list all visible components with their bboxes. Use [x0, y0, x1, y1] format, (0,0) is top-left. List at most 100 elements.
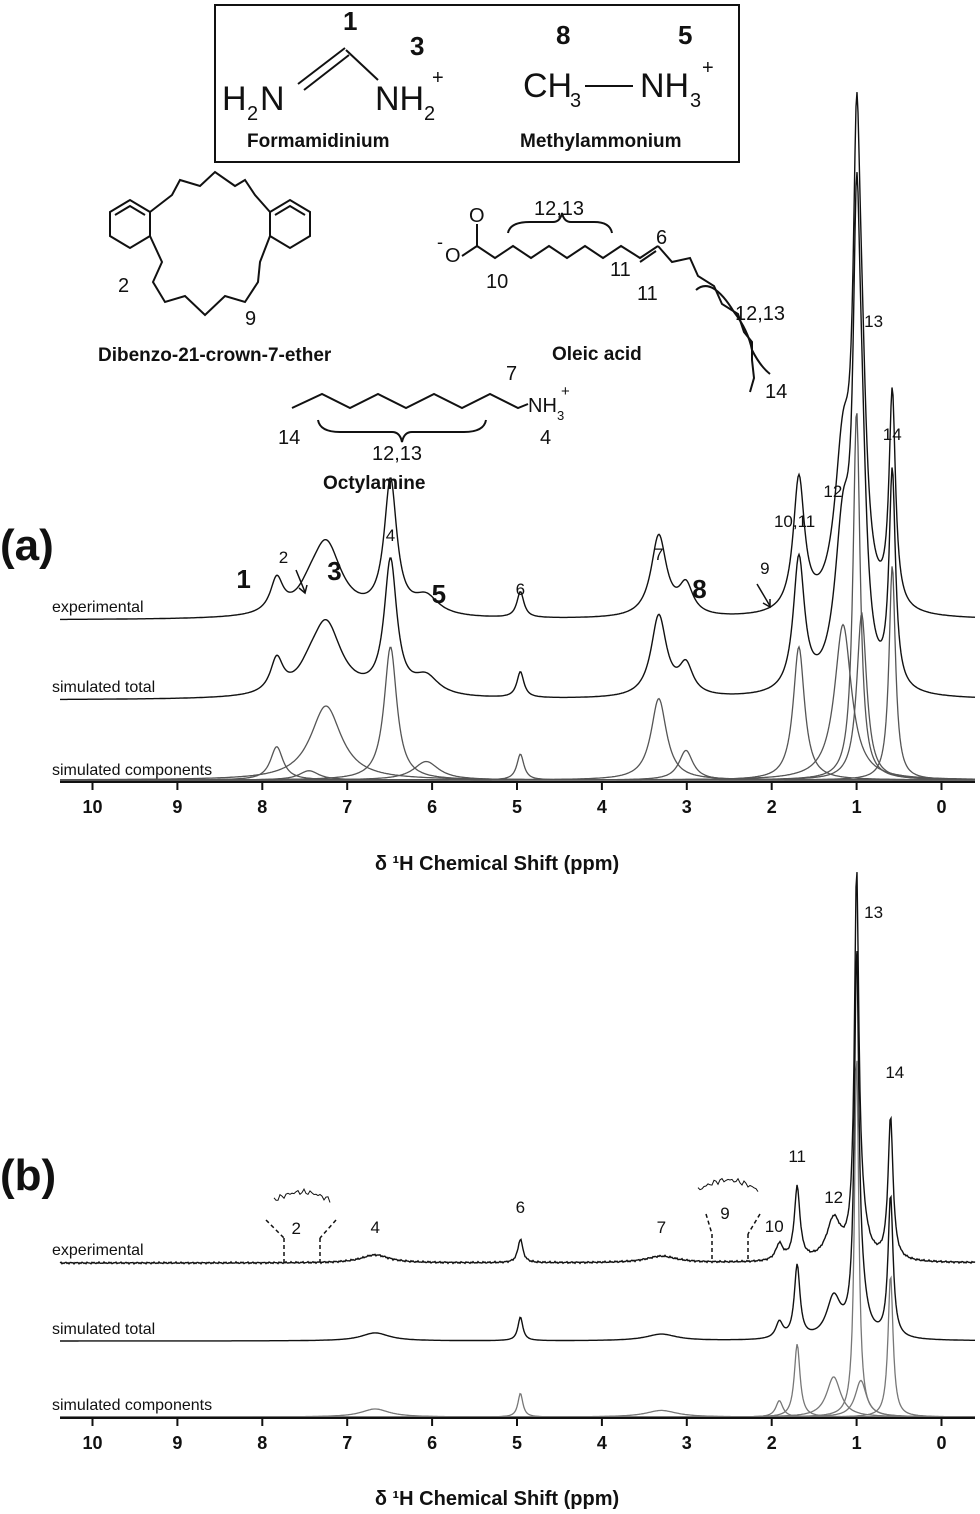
- panel-b-simulated-total-trace: [60, 950, 975, 1342]
- panel-a-arrowhead-2: [298, 584, 308, 595]
- panel-a-peak-label-1: 1: [236, 564, 250, 594]
- panel-b-tick-label-2: 2: [767, 1433, 777, 1453]
- crown-left-ring-inner: [114, 204, 146, 216]
- panel-a: (a) experimental simulated total simulat…: [0, 92, 976, 875]
- octylamine-label-12-13: 12,13: [372, 443, 422, 465]
- panel-b-peak-label-7: 7: [657, 1218, 666, 1237]
- panel-a-arrow-9: [756, 583, 771, 607]
- octylamine-nh3: NH: [528, 395, 557, 417]
- panel-b: (b) experimental simulated total simulat…: [0, 872, 976, 1510]
- panel-a-tick-label-5: 5: [512, 797, 522, 817]
- oleic-chain-tail: [657, 245, 756, 393]
- panel-b-label-simulated-total: simulated total: [52, 1321, 155, 1338]
- panel-a-tick-label-6: 6: [427, 797, 437, 817]
- octylamine-brace: [317, 419, 487, 443]
- panel-a-arrowhead-9: [762, 599, 771, 609]
- panel-b-component-7: [60, 1060, 975, 1418]
- crown-label-2: 2: [118, 275, 129, 297]
- panel-a-traces: [60, 92, 976, 781]
- octylamine-nh3-charge: +: [561, 383, 570, 400]
- panel-b-inset-2-noise: [273, 1188, 331, 1203]
- panel-b-label: (b): [0, 1151, 56, 1200]
- oleic-oxygen-single: O: [445, 245, 461, 267]
- ma-nh3: NH: [640, 67, 689, 105]
- fa-h2n-n: N: [260, 80, 285, 118]
- panel-a-experimental-trace: [60, 92, 976, 621]
- panel-a-tick-label-2: 2: [767, 797, 777, 817]
- panel-b-peak-label-4: 4: [370, 1218, 379, 1237]
- panel-a-component-10: [60, 623, 975, 781]
- panel-b-label-simulated-components: simulated components: [52, 1397, 212, 1414]
- fa-name: Formamidinium: [247, 131, 390, 152]
- octylamine-name: Octylamine: [323, 473, 425, 494]
- fa-double-bond-1: [297, 47, 346, 85]
- oleic-oxygen-double: O: [469, 205, 485, 227]
- panel-b-tick-label-4: 4: [597, 1433, 607, 1453]
- fa-carbon-number: 1: [343, 6, 357, 36]
- fa-double-bond-2: [303, 54, 350, 91]
- panel-b-peak-label-14: 14: [885, 1063, 904, 1082]
- methylammonium-structure: 8 5 CH 3 NH 3 + Methylammonium: [520, 20, 714, 152]
- ma-nitrogen-number: 5: [678, 20, 692, 50]
- panel-b-peak-label-11: 11: [788, 1147, 806, 1166]
- oleic-label-12-13-top: 12,13: [534, 198, 584, 220]
- panel-b-tick-label-7: 7: [342, 1433, 352, 1453]
- oleic-label-11b: 11: [637, 283, 658, 305]
- octylamine-nh3-sub: 3: [557, 408, 564, 423]
- panel-b-tick-label-10: 10: [82, 1433, 102, 1453]
- fa-h2n-h: H: [222, 80, 247, 118]
- fa-nitrogen-number: 3: [410, 31, 424, 61]
- panel-a-component-13: [60, 566, 975, 781]
- panel-a-peak-label-4: 4: [386, 526, 395, 545]
- panel-b-inset-2-dash-right-top: [319, 1219, 337, 1239]
- panel-b-tick-label-6: 6: [427, 1433, 437, 1453]
- panel-a-tick-label-10: 10: [82, 797, 102, 817]
- panel-a-peak-label-3: 3: [327, 556, 341, 586]
- octylamine-structure: [291, 392, 529, 443]
- panel-a-tick-label-3: 3: [682, 797, 692, 817]
- panel-a-tick-label-1: 1: [852, 797, 862, 817]
- oleic-acid-labels: - O O 12,13 6 10 11 11 12,13 14 Oleic ac…: [437, 198, 787, 403]
- panel-b-peak-label-12: 12: [824, 1188, 843, 1207]
- panel-b-label-experimental: experimental: [52, 1242, 144, 1259]
- panel-a-peak-label-5: 5: [432, 579, 446, 609]
- panel-a-tick-label-9: 9: [172, 797, 182, 817]
- panel-a-label-simulated-components: simulated components: [52, 762, 212, 779]
- oleic-double-bond: [639, 250, 657, 263]
- crown-right-ring-inner: [274, 204, 306, 216]
- fa-nh2: NH: [375, 80, 424, 118]
- ma-nh3-charge: +: [702, 57, 714, 79]
- panel-b-peak-label-9: 9: [720, 1204, 729, 1223]
- panel-b-inset-9-dash-right-top: [747, 1213, 761, 1235]
- panel-b-tick-label-8: 8: [257, 1433, 267, 1453]
- panel-b-tick-label-9: 9: [172, 1433, 182, 1453]
- crown-label-9: 9: [245, 308, 256, 330]
- panel-a-tick-label-4: 4: [597, 797, 607, 817]
- crown-ether-structure: [109, 170, 311, 317]
- ma-ch3-sub: 3: [570, 90, 581, 112]
- panel-b-tick-label-1: 1: [852, 1433, 862, 1453]
- panel-a-label-simulated-total: simulated total: [52, 679, 155, 696]
- panel-b-peak-labels: 2 4 6 7 9 10 11 12 13 14: [292, 903, 905, 1238]
- panel-a-peak-label-13: 13: [864, 312, 883, 331]
- panel-a-peak-label-8: 8: [692, 574, 706, 604]
- oleic-label-12-13-tail: 12,13: [735, 303, 785, 325]
- cation-legend-box: 1 3 H 2 N NH 2 + Formamidinium 8 5 CH 3 …: [214, 4, 740, 163]
- panel-a-arrow-2: [295, 569, 306, 593]
- fa-nh2-charge: +: [432, 67, 444, 89]
- oleic-brace-12-13: [507, 212, 613, 234]
- octylamine-chain: [291, 392, 529, 410]
- panel-a-peak-label-2: 2: [279, 548, 288, 567]
- panel-a-label-experimental: experimental: [52, 599, 144, 616]
- panel-b-inset-2: [265, 1188, 337, 1262]
- fa-nh2-sub: 2: [424, 103, 435, 125]
- formamidinium-structure: 1 3 H 2 N NH 2 + Formamidinium: [222, 6, 444, 152]
- oleic-charge: -: [437, 232, 443, 252]
- panel-a-arrows: [295, 569, 771, 609]
- crown-top-chain: [149, 170, 271, 213]
- ma-ch3: CH: [523, 67, 572, 105]
- oleic-label-6: 6: [656, 227, 667, 249]
- oleic-brace-tail: [695, 285, 771, 375]
